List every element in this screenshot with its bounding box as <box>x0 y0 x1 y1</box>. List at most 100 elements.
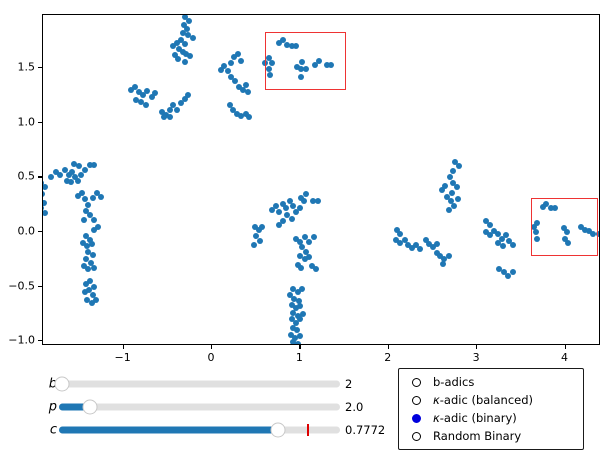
scatter-point <box>288 302 295 309</box>
scatter-point <box>91 226 98 233</box>
scatter-point <box>259 223 266 230</box>
scatter-point <box>175 56 182 63</box>
scatter-point <box>422 236 429 243</box>
scatter-point <box>310 234 317 241</box>
scatter-point <box>238 57 245 64</box>
scatter-point <box>393 226 400 233</box>
x-tick-mark <box>299 345 301 349</box>
scatter-point <box>170 102 177 109</box>
scatter-point <box>91 265 98 272</box>
scatter-point <box>43 184 48 191</box>
scatter-point <box>299 58 306 65</box>
scatter-point <box>291 295 298 302</box>
scatter-point <box>93 296 100 303</box>
slider-handle-p[interactable] <box>82 399 98 415</box>
scatter-point <box>184 25 191 32</box>
scatter-point <box>256 237 263 244</box>
scatter-point <box>586 227 593 234</box>
scatter-point <box>86 286 93 293</box>
scatter-point <box>323 61 330 68</box>
y-tick-label: −1.0 <box>8 333 35 347</box>
scatter-point <box>298 265 305 272</box>
scatter-point <box>397 231 404 238</box>
scatter-point <box>405 242 412 249</box>
scatter-point <box>296 332 303 339</box>
scatter-point <box>284 211 291 218</box>
scatter-point <box>170 43 177 50</box>
slider-fill-c <box>59 426 279 433</box>
scatter-point <box>69 168 76 175</box>
x-tick-label: 1 <box>295 351 303 364</box>
scatter-point <box>43 179 45 186</box>
scatter-point <box>450 179 457 186</box>
x-tick-mark <box>387 345 389 349</box>
scatter-point <box>148 93 155 100</box>
scatter-point <box>290 309 297 316</box>
scatter-point <box>221 62 228 69</box>
scatter-point <box>279 36 286 43</box>
slider-label-c: c <box>49 422 57 437</box>
scatter-point <box>298 73 305 80</box>
highlight-rectangle <box>265 32 347 91</box>
scatter-point <box>265 55 272 62</box>
scatter-point <box>64 177 71 184</box>
scatter-point <box>483 218 489 225</box>
scatter-point <box>74 192 81 199</box>
x-tick-label: 4 <box>561 351 569 364</box>
scatter-point <box>416 246 423 253</box>
scatter-point <box>255 226 262 233</box>
legend-label: κ-adic (binary) <box>433 410 517 425</box>
scatter-point <box>292 305 299 312</box>
scatter-point <box>486 222 493 229</box>
slider-value-b: 2 <box>345 377 353 391</box>
x-tick-label: 0 <box>207 351 215 364</box>
scatter-point <box>447 198 454 205</box>
scatter-point <box>532 228 539 235</box>
scatter-point <box>179 48 186 55</box>
scatter-point <box>505 237 512 244</box>
open-circle-icon <box>412 431 421 441</box>
scatter-point <box>302 190 309 197</box>
scatter-point <box>426 241 433 247</box>
highlight-rectangle <box>531 198 599 256</box>
scatter-point <box>76 163 83 170</box>
slider-handle-b[interactable] <box>54 376 70 392</box>
y-tick-mark <box>38 340 42 342</box>
scatter-point <box>81 289 88 296</box>
y-tick-label: 1.5 <box>17 60 36 74</box>
scatter-point <box>392 236 399 243</box>
scatter-point <box>439 260 446 267</box>
scatter-point <box>498 235 505 242</box>
scatter-point <box>294 341 301 344</box>
scatter-point <box>152 90 159 97</box>
scatter-point <box>397 239 404 246</box>
scatter-point <box>166 106 173 113</box>
scatter-point <box>301 256 308 263</box>
scatter-point <box>158 108 165 115</box>
scatter-point <box>227 59 234 66</box>
scatter-point <box>286 198 293 205</box>
scatter-point <box>89 195 96 202</box>
scatter-point <box>445 253 452 259</box>
y-tick-label: −0.5 <box>8 279 35 293</box>
scatter-point <box>505 272 512 279</box>
y-tick-label: 0.0 <box>17 224 36 238</box>
scatter-point <box>189 34 196 41</box>
scatter-point <box>94 223 101 230</box>
scatter-point <box>315 198 322 205</box>
scatter-point <box>87 236 94 243</box>
scatter-point <box>181 95 188 102</box>
slider-handle-c[interactable] <box>270 422 286 437</box>
slider-track-p[interactable] <box>59 403 340 411</box>
scatter-point <box>235 83 242 90</box>
scatter-point <box>284 42 291 49</box>
scatter-point <box>43 190 46 197</box>
scatter-point <box>84 296 91 303</box>
scatter-point <box>71 174 78 181</box>
scatter-point <box>80 262 87 269</box>
slider-track-b[interactable] <box>59 380 340 388</box>
scatter-point <box>269 207 276 214</box>
scatter-point <box>233 111 240 118</box>
scatter-point <box>78 172 85 179</box>
